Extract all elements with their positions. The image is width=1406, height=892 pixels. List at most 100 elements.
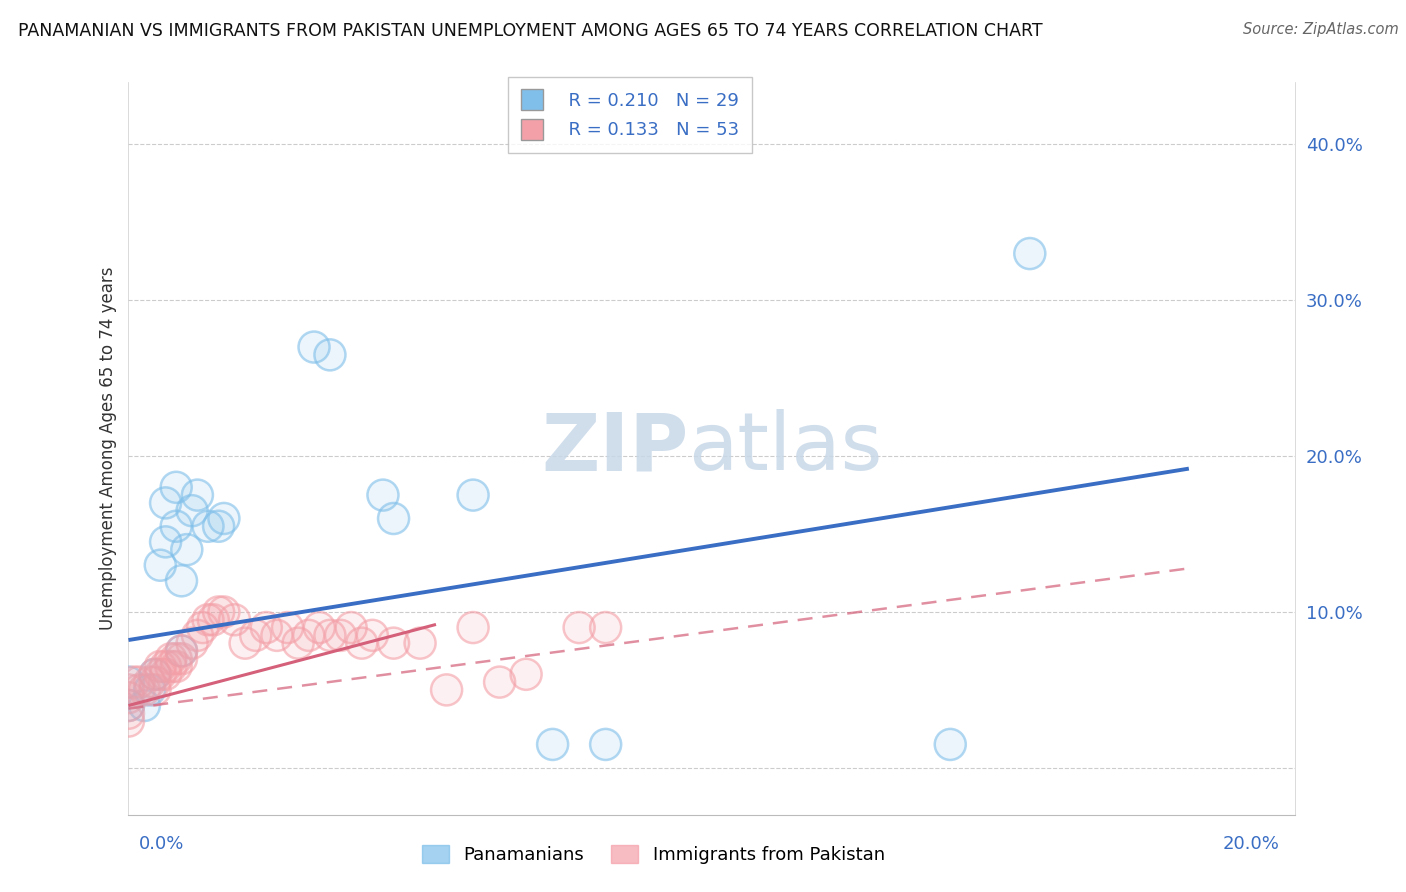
Point bbox=[298, 628, 321, 642]
Point bbox=[461, 488, 484, 502]
Point bbox=[340, 621, 363, 635]
Point bbox=[117, 714, 139, 728]
Point bbox=[128, 682, 150, 697]
Point bbox=[149, 558, 172, 573]
Point bbox=[170, 644, 193, 658]
Point bbox=[117, 714, 139, 728]
Point bbox=[186, 488, 208, 502]
Point bbox=[134, 682, 156, 697]
Point bbox=[568, 621, 591, 635]
Point bbox=[181, 636, 204, 650]
Point bbox=[197, 613, 219, 627]
Point bbox=[117, 675, 139, 690]
Point bbox=[186, 628, 208, 642]
Point bbox=[233, 636, 256, 650]
Point bbox=[138, 682, 160, 697]
Point bbox=[350, 636, 373, 650]
Point bbox=[488, 675, 510, 690]
Point bbox=[298, 628, 321, 642]
Point bbox=[207, 519, 229, 533]
Point bbox=[128, 682, 150, 697]
Point bbox=[143, 667, 166, 681]
Point bbox=[197, 613, 219, 627]
Point bbox=[117, 690, 139, 705]
Point bbox=[155, 659, 177, 673]
Point bbox=[117, 675, 139, 690]
Point bbox=[287, 636, 309, 650]
Point bbox=[939, 738, 962, 752]
Point bbox=[207, 519, 229, 533]
Point bbox=[165, 651, 187, 665]
Point bbox=[197, 519, 219, 533]
Point bbox=[595, 738, 617, 752]
Point bbox=[212, 511, 235, 525]
Point bbox=[117, 682, 139, 697]
Point bbox=[165, 519, 187, 533]
Point bbox=[212, 605, 235, 619]
Point bbox=[170, 574, 193, 588]
Point bbox=[207, 605, 229, 619]
Point bbox=[181, 504, 204, 518]
Point bbox=[176, 542, 198, 557]
Point bbox=[160, 659, 183, 673]
Point bbox=[595, 621, 617, 635]
Point bbox=[202, 613, 225, 627]
Point bbox=[165, 519, 187, 533]
Point bbox=[170, 644, 193, 658]
Point bbox=[122, 675, 145, 690]
Point bbox=[361, 628, 384, 642]
Point bbox=[277, 621, 299, 635]
Point bbox=[170, 644, 193, 658]
Point bbox=[541, 738, 564, 752]
Point bbox=[138, 675, 160, 690]
Point bbox=[186, 628, 208, 642]
Point bbox=[117, 682, 139, 697]
Point bbox=[245, 628, 267, 642]
Point bbox=[117, 690, 139, 705]
Text: 20.0%: 20.0% bbox=[1223, 835, 1279, 853]
Point bbox=[1018, 246, 1040, 260]
Point bbox=[143, 682, 166, 697]
Point bbox=[361, 628, 384, 642]
Point bbox=[308, 621, 330, 635]
Point bbox=[939, 738, 962, 752]
Point bbox=[1018, 246, 1040, 260]
Point bbox=[155, 667, 177, 681]
Point bbox=[138, 682, 160, 697]
Point bbox=[149, 659, 172, 673]
Point bbox=[122, 675, 145, 690]
Point bbox=[224, 613, 246, 627]
Point bbox=[277, 621, 299, 635]
Point bbox=[117, 698, 139, 713]
Point bbox=[197, 519, 219, 533]
Point bbox=[186, 488, 208, 502]
Y-axis label: Unemployment Among Ages 65 to 74 years: Unemployment Among Ages 65 to 74 years bbox=[100, 267, 117, 630]
Point bbox=[254, 621, 277, 635]
Point bbox=[329, 628, 352, 642]
Point bbox=[350, 636, 373, 650]
Point bbox=[155, 667, 177, 681]
Point bbox=[170, 574, 193, 588]
Point bbox=[436, 682, 458, 697]
Point bbox=[170, 644, 193, 658]
Point bbox=[134, 682, 156, 697]
Point bbox=[155, 496, 177, 510]
Point bbox=[319, 348, 342, 362]
Point bbox=[138, 675, 160, 690]
Point bbox=[319, 628, 342, 642]
Point bbox=[308, 621, 330, 635]
Point bbox=[319, 628, 342, 642]
Point bbox=[117, 698, 139, 713]
Point bbox=[117, 706, 139, 721]
Point bbox=[117, 706, 139, 721]
Point bbox=[382, 636, 405, 650]
Point bbox=[143, 667, 166, 681]
Text: 0.0%: 0.0% bbox=[139, 835, 184, 853]
Point bbox=[371, 488, 394, 502]
Point bbox=[155, 659, 177, 673]
Point bbox=[266, 628, 288, 642]
Point bbox=[155, 534, 177, 549]
Point bbox=[160, 651, 183, 665]
Point bbox=[266, 628, 288, 642]
Point bbox=[515, 667, 537, 681]
